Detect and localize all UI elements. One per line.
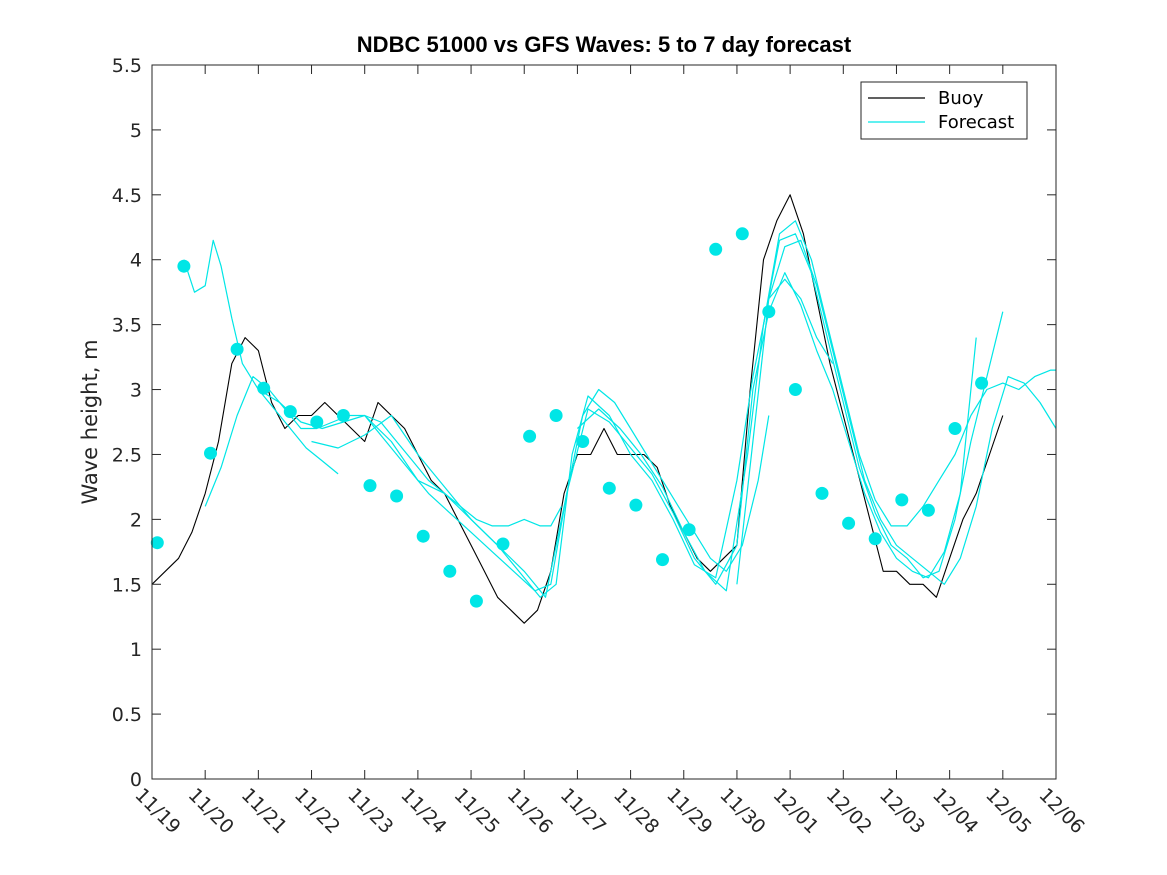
forecast-marker-8 — [363, 479, 377, 493]
forecast-marker-11 — [443, 564, 457, 578]
forecast-marker-26 — [842, 516, 856, 530]
forecast-marker-25 — [815, 486, 829, 500]
forecast-marker-7 — [336, 409, 350, 422]
forecast-marker-13 — [496, 537, 510, 551]
forecast-marker-16 — [576, 435, 590, 448]
forecast-marker-1 — [177, 259, 191, 273]
y-tick-label: 2.5 — [112, 444, 142, 466]
forecast-marker-29 — [921, 503, 935, 517]
forecast-marker-24 — [788, 383, 802, 396]
y-tick-label: 1 — [130, 639, 142, 661]
forecast-marker-21 — [709, 242, 723, 256]
forecast-marker-15 — [549, 409, 563, 422]
forecast-marker-5 — [283, 405, 297, 419]
forecast-marker-3 — [230, 342, 244, 356]
forecast-marker-27 — [868, 532, 882, 546]
plot-area — [152, 65, 1056, 779]
forecast-marker-31 — [975, 376, 989, 390]
y-tick-label: 5.5 — [112, 55, 142, 77]
forecast-marker-22 — [735, 227, 749, 241]
forecast-marker-12 — [469, 594, 483, 608]
y-axis-label: Wave height, m — [78, 339, 102, 504]
chart-title: NDBC 51000 vs GFS Waves: 5 to 7 day fore… — [357, 32, 852, 57]
forecast-marker-30 — [948, 422, 962, 435]
forecast-series-line-6 — [576, 233, 1004, 592]
y-tick-label: 2 — [130, 509, 142, 531]
forecast-marker-14 — [523, 429, 537, 443]
y-tick-label: 3 — [130, 380, 142, 402]
y-tick-label: 3.5 — [112, 315, 142, 337]
forecast-series-line-7 — [736, 239, 1057, 585]
y-tick-label: 5 — [130, 120, 142, 142]
forecast-marker-28 — [895, 493, 909, 507]
legend-box — [860, 81, 1028, 140]
forecast-marker-2 — [204, 446, 217, 460]
forecast-marker-20 — [682, 523, 696, 537]
axes-box — [151, 64, 1057, 780]
forecast-series-line-8 — [762, 220, 1056, 527]
forecast-marker-17 — [602, 481, 616, 495]
forecast-marker-9 — [390, 489, 404, 503]
y-tick-label: 0 — [130, 769, 142, 791]
forecast-series-line-3 — [258, 388, 770, 592]
forecast-series-line-1 — [183, 239, 339, 475]
forecast-marker-10 — [416, 529, 430, 543]
y-tick-label: 4 — [130, 250, 142, 272]
y-tick-label: 1.5 — [112, 574, 142, 596]
series-layer — [150, 194, 1057, 624]
y-tick-label: 0.5 — [112, 704, 142, 726]
y-tick-label: 4.5 — [112, 185, 142, 207]
forecast-marker-18 — [629, 498, 643, 512]
forecast-marker-23 — [762, 305, 776, 319]
legend-forecast-label: Forecast — [938, 112, 1014, 133]
forecast-marker-6 — [310, 415, 324, 429]
legend: Buoy Forecast — [860, 81, 1028, 140]
forecast-marker-0 — [150, 536, 164, 550]
legend-buoy-label: Buoy — [938, 88, 984, 109]
forecast-marker-4 — [257, 381, 271, 395]
forecast-marker-19 — [656, 553, 669, 567]
